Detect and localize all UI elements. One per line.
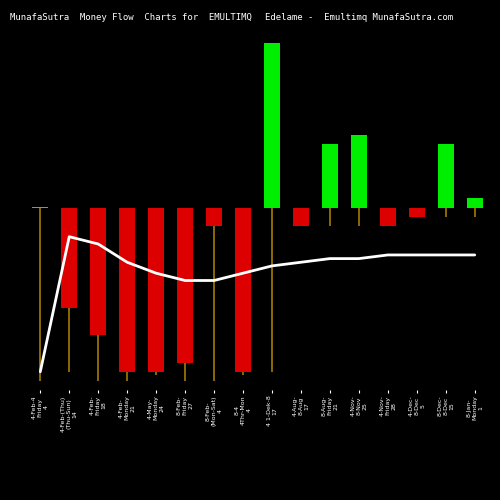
Bar xyxy=(32,206,48,208)
Bar xyxy=(467,198,482,207)
Bar xyxy=(90,208,106,335)
Bar xyxy=(148,208,164,372)
Bar xyxy=(351,134,367,208)
Bar xyxy=(380,208,396,226)
Text: Edelame -  Emultimq MunafaSutra.com: Edelame - Emultimq MunafaSutra.com xyxy=(265,12,453,22)
Bar xyxy=(68,208,70,372)
Bar xyxy=(39,208,42,381)
Bar xyxy=(474,208,476,216)
Bar xyxy=(322,144,338,208)
Bar xyxy=(300,208,302,226)
Bar xyxy=(358,208,360,226)
Bar xyxy=(444,208,447,216)
Bar xyxy=(184,208,186,381)
Bar xyxy=(155,208,158,376)
Text: MunafaSutra  Money Flow  Charts for  EMULTIMQ: MunafaSutra Money Flow Charts for EMULTI… xyxy=(10,12,252,22)
Bar xyxy=(119,208,135,372)
Bar xyxy=(386,208,389,226)
Bar xyxy=(235,208,251,372)
Bar xyxy=(293,208,309,226)
Bar xyxy=(264,44,280,207)
Bar xyxy=(242,208,244,376)
Bar xyxy=(206,208,222,226)
Bar xyxy=(409,208,425,216)
Bar xyxy=(416,208,418,216)
Bar xyxy=(213,208,215,381)
Bar xyxy=(271,208,273,372)
Bar xyxy=(126,208,128,381)
Bar xyxy=(438,144,454,208)
Bar xyxy=(177,208,193,362)
Bar xyxy=(62,208,77,308)
Bar xyxy=(329,208,331,226)
Bar xyxy=(97,208,100,381)
